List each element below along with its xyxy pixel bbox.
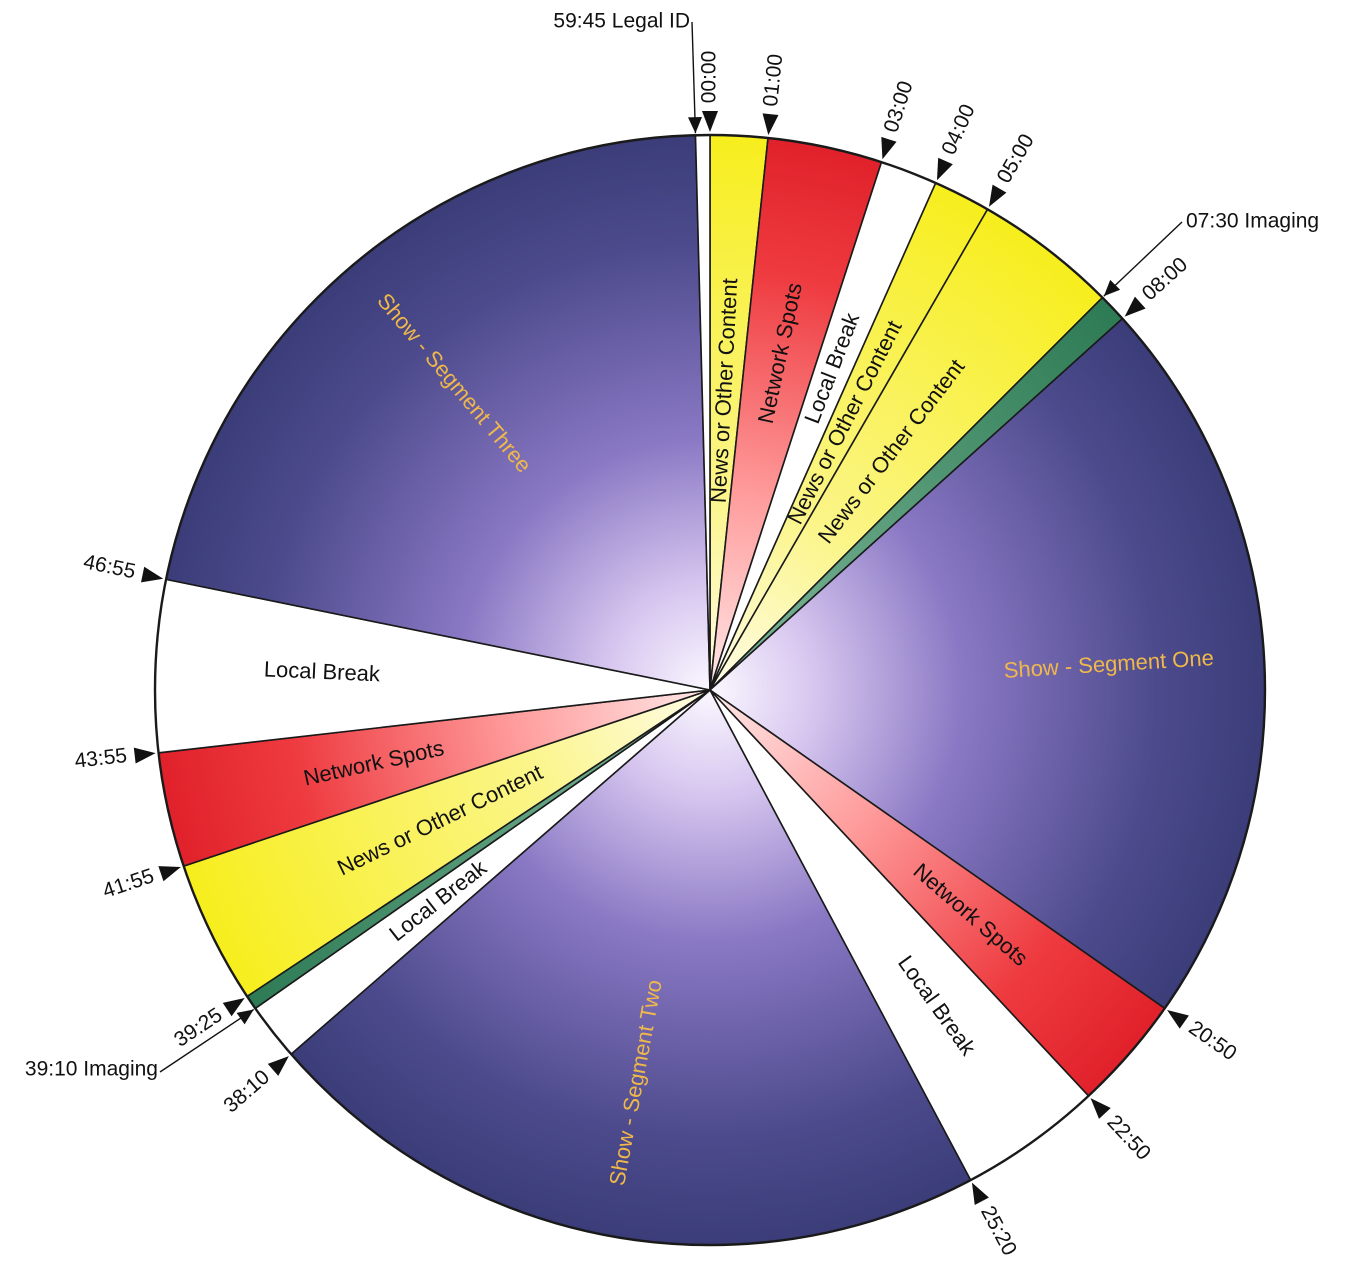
tick-label-2520: 25:20 [976,1202,1021,1259]
tick-label-4355: 43:55 [73,744,128,773]
callout-leader-3910 [159,1008,255,1073]
tick-label-4155: 41:55 [100,864,157,902]
callout-arrow-0730 [1103,279,1121,297]
tick-label-3925: 39:25 [170,1003,227,1051]
tick-marker-4655 [141,566,164,583]
callout-label-39-10-imaging: 39:10 Imaging [25,1058,158,1081]
tick-marker-3925 [222,997,245,1017]
tick-label-0000: 00:00 [698,51,721,104]
callout-arrow-5945 [688,117,702,134]
tick-marker-4155 [158,866,181,882]
callout-leader-5945 [691,21,697,134]
tick-marker-4355 [133,747,156,764]
callout-arrow-3910 [236,1009,254,1025]
tick-label-2250: 22:50 [1102,1111,1155,1165]
segment-label-local-break: Local Break [263,656,381,686]
callout-label-07-30-imaging: 07:30 Imaging [1186,210,1319,233]
tick-label-0100: 01:00 [759,53,787,108]
tick-label-3810: 38:10 [219,1066,274,1118]
pie-slices [153,133,1267,1247]
tick-label-0300: 03:00 [879,78,917,135]
tick-label-4655: 46:55 [81,550,137,583]
tick-marker-2520 [971,1182,989,1205]
tick-marker-0300 [881,136,897,160]
tick-marker-0100 [762,113,779,136]
tick-marker-0800 [1124,296,1146,317]
tick-label-0400: 04:00 [937,101,979,158]
callout-leader-0730 [1103,221,1183,297]
tick-label-2050: 20:50 [1185,1016,1241,1065]
tick-marker-0000 [702,111,718,132]
clock-rim [153,133,1267,1247]
callout-label-59-45-legal-id: 59:45 Legal ID [553,10,690,33]
tick-label-0500: 05:00 [993,130,1039,187]
tick-marker-0400 [936,157,953,181]
tick-label-0800: 08:00 [1138,253,1192,305]
tick-marker-3810 [267,1056,289,1076]
callouts: 59:45 Legal ID 07:30 Imaging 39:10 Imaging [25,10,1319,1081]
tick-marker-2250 [1090,1098,1111,1119]
tick-marker-0500 [989,184,1007,207]
tick-marker-2050 [1167,1010,1189,1029]
